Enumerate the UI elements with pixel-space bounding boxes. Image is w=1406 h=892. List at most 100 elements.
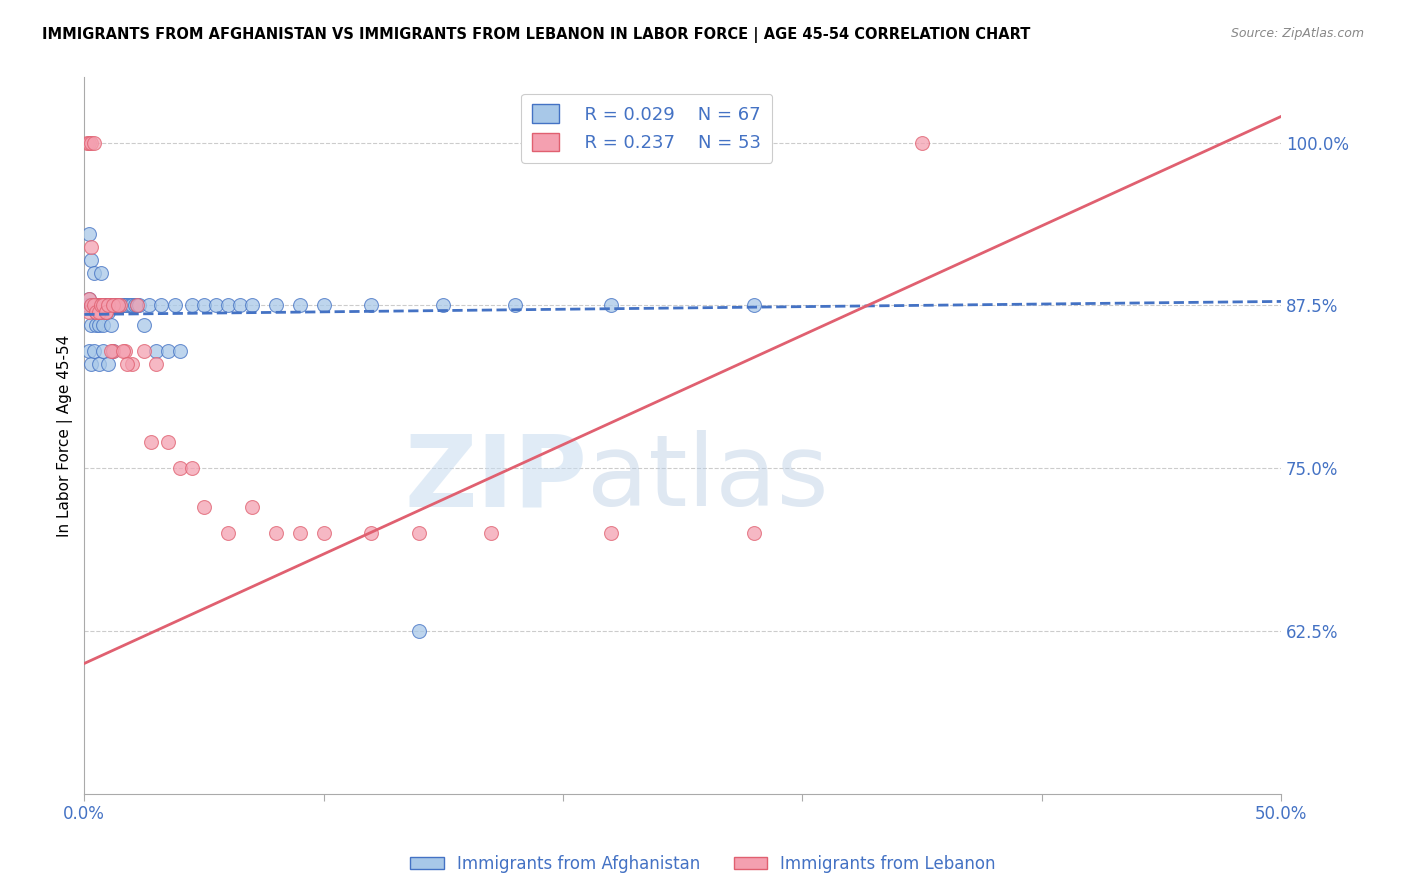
Point (217, 298, 239, 312)
Point (145, 357, 167, 371)
Point (117, 357, 139, 371)
Point (145, 343, 167, 358)
Point (108, 298, 131, 312)
Point (744, 298, 766, 312)
Point (157, 435, 180, 450)
Point (125, 298, 148, 312)
Point (101, 343, 124, 358)
Point (87, 298, 110, 312)
Point (77, 292, 100, 306)
Point (101, 298, 124, 312)
Point (77, 136, 100, 150)
Point (138, 298, 160, 312)
Point (101, 343, 124, 358)
Legend: Immigrants from Afghanistan, Immigrants from Lebanon: Immigrants from Afghanistan, Immigrants … (404, 848, 1002, 880)
Point (181, 461, 204, 475)
Point (107, 298, 129, 312)
Point (125, 298, 148, 312)
Point (87, 305, 110, 319)
Point (149, 298, 172, 312)
Point (77, 292, 100, 306)
Point (599, 526, 621, 541)
Point (100, 298, 122, 312)
Point (114, 298, 136, 312)
Point (124, 298, 146, 312)
Point (93, 298, 115, 312)
Point (94, 305, 117, 319)
Point (264, 298, 287, 312)
Text: IMMIGRANTS FROM AFGHANISTAN VS IMMIGRANTS FROM LEBANON IN LABOR FORCE | AGE 45-5: IMMIGRANTS FROM AFGHANISTAN VS IMMIGRANT… (42, 27, 1031, 43)
Point (76, 298, 98, 312)
Point (77, 305, 100, 319)
Point (169, 461, 191, 475)
Text: Source: ZipAtlas.com: Source: ZipAtlas.com (1230, 27, 1364, 40)
Point (77, 227, 100, 241)
Point (90, 305, 112, 319)
Point (93, 343, 115, 358)
Point (84, 298, 107, 312)
Point (108, 298, 131, 312)
Point (744, 526, 766, 541)
Point (83, 298, 105, 312)
Point (87, 298, 110, 312)
Point (80, 252, 103, 267)
Point (288, 298, 311, 312)
Point (312, 526, 335, 541)
Point (360, 526, 382, 541)
Point (217, 526, 239, 541)
Point (93, 298, 115, 312)
Point (90, 305, 112, 319)
Legend:   R = 0.029    N = 67,   R = 0.237    N = 53: R = 0.029 N = 67, R = 0.237 N = 53 (522, 94, 772, 163)
Point (97, 298, 120, 312)
Point (84, 305, 107, 319)
Point (121, 357, 143, 371)
Point (193, 500, 215, 515)
Point (599, 298, 621, 312)
Point (100, 318, 122, 332)
Point (181, 298, 204, 312)
Point (165, 298, 187, 312)
Point (90, 298, 112, 312)
Point (80, 240, 103, 254)
Point (97, 305, 120, 319)
Point (104, 298, 127, 312)
Point (117, 298, 139, 312)
Text: atlas: atlas (586, 430, 828, 527)
Point (432, 298, 454, 312)
Point (240, 500, 263, 515)
Text: ZIP: ZIP (404, 430, 586, 527)
Point (90, 266, 112, 280)
Point (169, 343, 191, 358)
Point (84, 305, 107, 319)
Point (83, 136, 105, 150)
Point (134, 343, 156, 358)
Point (141, 435, 163, 450)
Point (104, 298, 127, 312)
Point (83, 266, 105, 280)
Point (93, 318, 115, 332)
Point (118, 298, 141, 312)
Point (94, 305, 117, 319)
Point (87, 318, 110, 332)
Point (80, 298, 103, 312)
Point (94, 305, 117, 319)
Point (97, 298, 120, 312)
Point (111, 298, 134, 312)
Point (134, 318, 156, 332)
Point (94, 298, 117, 312)
Point (83, 343, 105, 358)
Point (83, 298, 105, 312)
Point (80, 318, 103, 332)
Point (93, 298, 115, 312)
Point (97, 298, 120, 312)
Point (264, 526, 287, 541)
Point (288, 526, 311, 541)
Point (205, 298, 228, 312)
Point (77, 343, 100, 358)
Point (229, 298, 252, 312)
Point (84, 318, 107, 332)
Point (408, 526, 430, 541)
Point (128, 298, 150, 312)
Point (121, 298, 143, 312)
Y-axis label: In Labor Force | Age 45-54: In Labor Force | Age 45-54 (58, 334, 73, 537)
